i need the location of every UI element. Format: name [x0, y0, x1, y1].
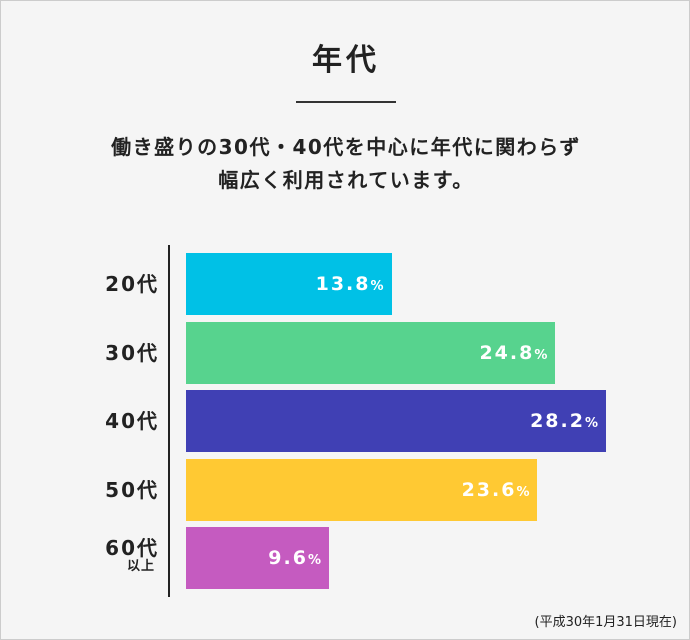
bar-value-unit: %: [584, 416, 598, 431]
description-line-1: 働き盛りの30代・40代を中心に年代に関わらず: [111, 135, 581, 159]
description-line-2: 幅広く利用されています。: [218, 168, 474, 192]
bar-value-number: 24.8: [479, 341, 535, 364]
category-axis-line: [168, 245, 170, 597]
category-label-text: 40代: [105, 409, 159, 433]
chart-description: 働き盛りの30代・40代を中心に年代に関わらず 幅広く利用されています。: [21, 131, 671, 197]
bar-value-label-5: 9.6%: [268, 527, 321, 589]
category-label-4: 50代: [41, 479, 159, 501]
bar-5: 9.6%: [186, 527, 329, 589]
bar-value-number: 28.2: [530, 410, 585, 432]
bar-value-number: 23.6: [461, 478, 517, 501]
bar-value-label-1: 13.8%: [316, 253, 384, 315]
bar-1: 13.8%: [186, 253, 392, 315]
bar-value-label-4: 23.6%: [462, 459, 530, 521]
category-label-5: 60代 以上: [41, 537, 159, 575]
bar-value-label-3: 28.2%: [530, 390, 598, 452]
bar-4: 23.6%: [186, 458, 538, 521]
bar-value-unit: %: [534, 347, 548, 363]
bar-value-unit: %: [370, 279, 384, 294]
category-label-text: 50代: [105, 477, 159, 502]
bar-value-number: 9.6: [268, 547, 308, 569]
category-label-3: 40代: [41, 410, 159, 432]
chart-title: 年代: [312, 43, 380, 78]
category-sublabel-text: 以上: [126, 559, 155, 574]
bar-3: 28.2%: [186, 390, 606, 452]
category-label-2: 30代: [41, 342, 159, 364]
category-label-text: 20代: [105, 272, 159, 296]
category-label-text: 60代: [105, 536, 159, 560]
bar-2: 24.8%: [186, 321, 556, 384]
bar-value-unit: %: [307, 553, 321, 568]
category-label-1: 20代: [41, 273, 159, 295]
bar-value-unit: %: [516, 484, 530, 500]
title-underline: [296, 101, 396, 103]
bar-value-number: 13.8: [315, 273, 371, 295]
bar-value-label-2: 24.8%: [479, 322, 547, 384]
category-label-text: 30代: [105, 340, 159, 365]
source-note: (平成30年1月31日現在): [534, 615, 678, 630]
